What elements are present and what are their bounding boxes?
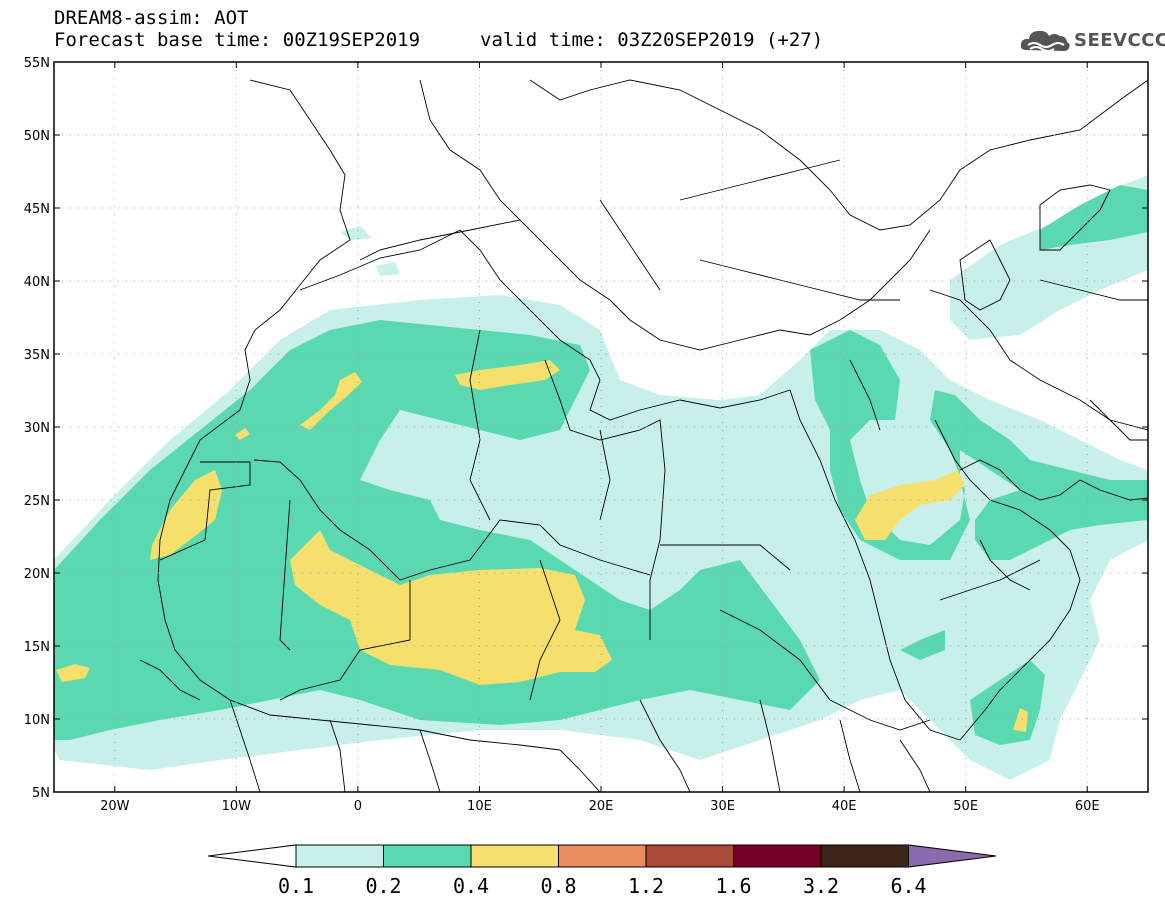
aot-level-0-2 [54, 185, 1148, 745]
colorbar-bin [295, 844, 384, 868]
aot-level-0-4 [56, 360, 1028, 732]
aot-field [54, 62, 1148, 792]
longitude-label: 20W [100, 799, 130, 814]
latitude-label: 5N [32, 786, 50, 801]
colorbar-labels: 0.1 0.2 0.4 0.8 1.2 1.6 3.2 6.4 [278, 874, 927, 898]
colorbar-label: 0.1 [278, 874, 314, 898]
graticule [54, 62, 1148, 792]
colorbar-under [207, 844, 297, 868]
forecast-base-time: Forecast base time: 00Z19SEP2019 [54, 29, 421, 51]
axis-ticks [54, 61, 1148, 793]
longitude-label: 40E [832, 799, 857, 814]
longitude-labels: 20W 10W 0 10E 20E 30E 40E 50E 60E [100, 799, 1100, 814]
cloud-icon [1020, 30, 1070, 52]
colorbar-bin [470, 844, 559, 868]
colorbar-bin [383, 844, 472, 868]
latitude-label: 20N [24, 567, 50, 582]
latitude-label: 15N [24, 640, 50, 655]
longitude-label: 30E [710, 799, 735, 814]
colorbar: 0.1 0.2 0.4 0.8 1.2 1.6 3.2 6.4 [207, 844, 997, 898]
colorbar-over [908, 844, 997, 868]
longitude-label: 20E [589, 799, 614, 814]
latitude-label: 50N [24, 129, 50, 144]
latitude-labels: 55N 50N 45N 40N 35N 30N 25N 20N 15N 10N 5N [24, 56, 50, 801]
colorbar-label: 0.4 [453, 874, 489, 898]
latitude-label: 25N [24, 494, 50, 509]
longitude-label: 60E [1075, 799, 1100, 814]
longitude-label: 10E [467, 799, 492, 814]
latitude-label: 55N [24, 56, 50, 71]
coastlines-borders [139, 79, 1148, 792]
seevccc-logo: SEEVCCC [1018, 24, 1165, 56]
colorbar-label: 6.4 [890, 874, 926, 898]
colorbar-label: 3.2 [803, 874, 839, 898]
longitude-label: 0 [354, 799, 362, 814]
longitude-label: 10W [222, 799, 252, 814]
colorbar-bin [820, 844, 909, 868]
logo-text: SEEVCCC [1074, 30, 1165, 51]
colorbar-label: 0.2 [365, 874, 401, 898]
colorbar-label: 0.8 [540, 874, 576, 898]
colorbar-bin [733, 844, 822, 868]
latitude-label: 10N [24, 713, 50, 728]
map-title: DREAM8-assim: AOT [54, 7, 249, 29]
colorbar-bin [645, 844, 734, 868]
longitude-label: 50E [953, 799, 978, 814]
colorbar-label: 1.6 [715, 874, 751, 898]
valid-time: valid time: 03Z20SEP2019 (+27) [480, 29, 824, 51]
latitude-label: 30N [24, 421, 50, 436]
latitude-label: 45N [24, 202, 50, 217]
colorbar-bin [558, 844, 647, 868]
latitude-label: 40N [24, 275, 50, 290]
latitude-label: 35N [24, 348, 50, 363]
colorbar-label: 1.2 [628, 874, 664, 898]
